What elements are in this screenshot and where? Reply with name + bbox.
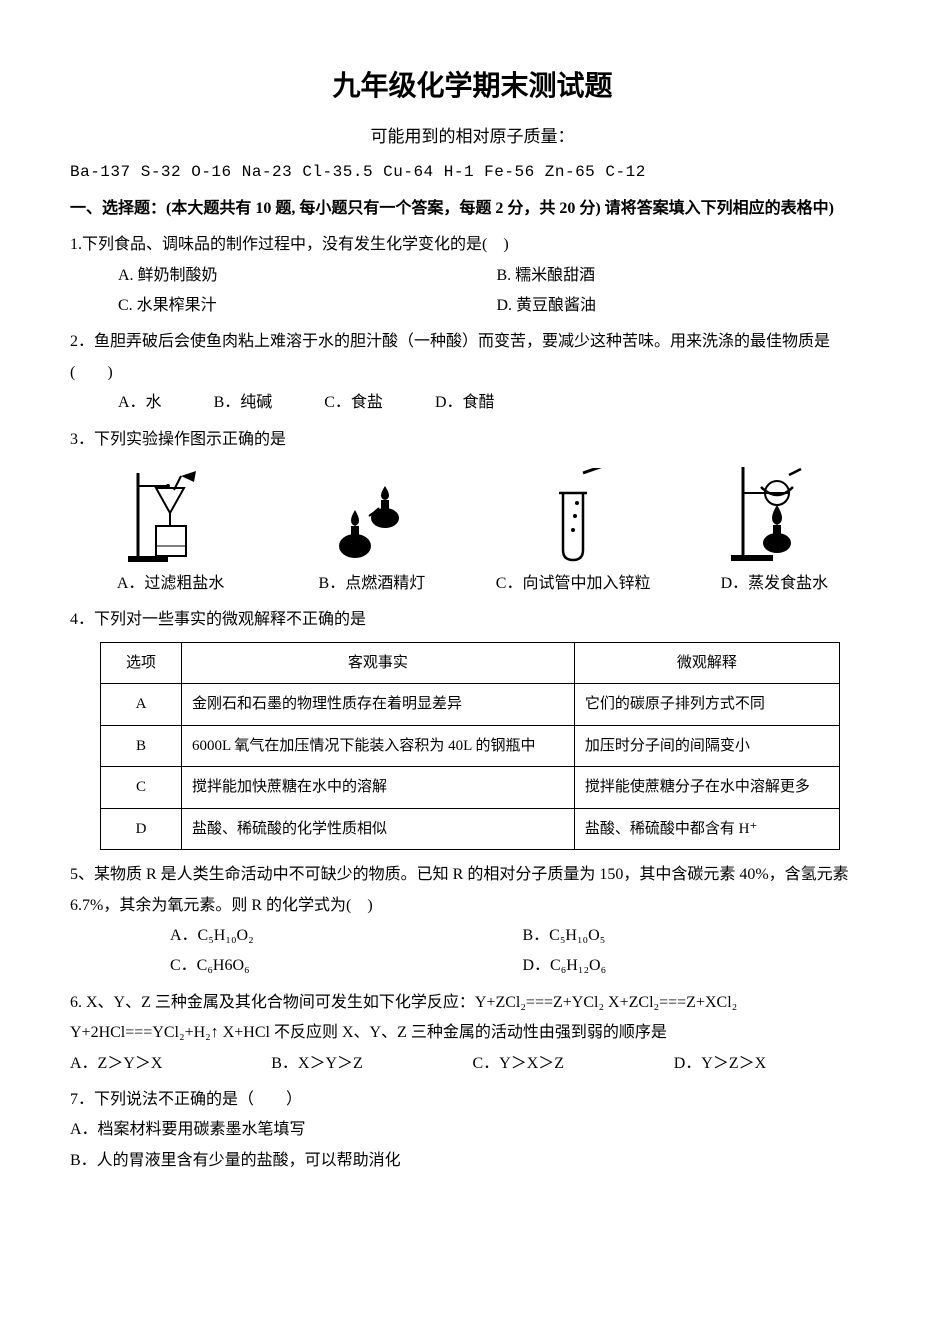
q6-option-b: B．X＞Y＞Z [271, 1049, 472, 1079]
atomic-masses: Ba-137 S-32 O-16 Na-23 Cl-35.5 Cu-64 H-1… [70, 157, 875, 187]
q3-image-c [523, 465, 623, 565]
q2-option-d: D．食醋 [435, 388, 495, 418]
q4-header-explain: 微观解释 [574, 642, 839, 684]
q7-option-a: A．档案材料要用碳素墨水笔填写 [70, 1115, 875, 1145]
q4-cell: 它们的碳原子排列方式不同 [574, 684, 839, 726]
q3-option-b: B．点燃酒精灯 [271, 569, 472, 599]
q2-stem: 2．鱼胆弄破后会使鱼肉粘上难溶于水的胆汁酸（一种酸）而变苦，要减少这种苦味。用来… [70, 327, 875, 388]
q3-images [70, 465, 875, 565]
q1-option-d: D. 黄豆酿酱油 [497, 291, 876, 321]
q3-option-c: C．向试管中加入锌粒 [473, 569, 674, 599]
q7-stem: 7．下列说法不正确的是（ ） [70, 1085, 875, 1115]
q3-stem: 3．下列实验操作图示正确的是 [70, 425, 875, 455]
question-6: 6. X、Y、Z 三种金属及其化合物间可发生如下化学反应：Y+ZCl₂===Z+… [70, 988, 875, 1079]
table-row: A 金刚石和石墨的物理性质存在着明显差异 它们的碳原子排列方式不同 [101, 684, 840, 726]
question-1: 1.下列食品、调味品的制作过程中，没有发生化学变化的是( ) A. 鲜奶制酸奶 … [70, 230, 875, 321]
q5-option-d: D．C₆H₁₂O₆ [523, 951, 876, 981]
q4-cell: 搅拌能使蔗糖分子在水中溶解更多 [574, 767, 839, 809]
question-2: 2．鱼胆弄破后会使鱼肉粘上难溶于水的胆汁酸（一种酸）而变苦，要减少这种苦味。用来… [70, 327, 875, 418]
q1-option-c: C. 水果榨果汁 [118, 291, 497, 321]
q5-option-c: C．C₆H6O₆ [170, 951, 523, 981]
table-row: C 搅拌能加快蔗糖在水中的溶解 搅拌能使蔗糖分子在水中溶解更多 [101, 767, 840, 809]
q4-header-fact: 客观事实 [182, 642, 575, 684]
q1-option-a: A. 鲜奶制酸奶 [118, 261, 497, 291]
q4-cell: 6000L 氧气在加压情况下能装入容积为 40L 的钢瓶中 [182, 725, 575, 767]
q6-option-c: C．Y＞X＞Z [473, 1049, 674, 1079]
q2-option-a: A．水 [118, 388, 162, 418]
q4-cell: 盐酸、稀硫酸中都含有 H⁺ [574, 808, 839, 850]
question-4: 4．下列对一些事实的微观解释不正确的是 选项 客观事实 微观解释 A 金刚石和石… [70, 605, 875, 850]
q3-option-d: D．蒸发食盐水 [674, 569, 875, 599]
q3-image-d [724, 465, 824, 565]
q4-cell: 加压时分子间的间隔变小 [574, 725, 839, 767]
q4-table: 选项 客观事实 微观解释 A 金刚石和石墨的物理性质存在着明显差异 它们的碳原子… [100, 642, 840, 851]
subtitle: 可能用到的相对原子质量： [70, 121, 875, 153]
q4-cell: 盐酸、稀硫酸的化学性质相似 [182, 808, 575, 850]
q5-option-a: A．C₅H₁₀O₂ [170, 921, 523, 951]
q2-option-c: C．食盐 [324, 388, 383, 418]
q4-cell: 搅拌能加快蔗糖在水中的溶解 [182, 767, 575, 809]
q4-stem: 4．下列对一些事实的微观解释不正确的是 [70, 605, 875, 635]
q3-option-a: A．过滤粗盐水 [70, 569, 271, 599]
table-row: B 6000L 氧气在加压情况下能装入容积为 40L 的钢瓶中 加压时分子间的间… [101, 725, 840, 767]
q5-stem: 5、某物质 R 是人类生命活动中不可缺少的物质。已知 R 的相对分子质量为 15… [70, 860, 875, 921]
q6-option-d: D．Y＞Z＞X [674, 1049, 875, 1079]
q3-image-b [322, 465, 422, 565]
q3-image-a [121, 465, 221, 565]
question-3: 3．下列实验操作图示正确的是 [70, 425, 875, 600]
q6-option-a: A．Z＞Y＞X [70, 1049, 271, 1079]
section-1-header: 一、选择题：(本大题共有 10 题, 每小题只有一个答案，每题 2 分，共 20… [70, 194, 875, 224]
q6-stem-line1: 6. X、Y、Z 三种金属及其化合物间可发生如下化学反应：Y+ZCl₂===Z+… [70, 988, 875, 1018]
q4-header-option: 选项 [101, 642, 182, 684]
table-row: D 盐酸、稀硫酸的化学性质相似 盐酸、稀硫酸中都含有 H⁺ [101, 808, 840, 850]
question-5: 5、某物质 R 是人类生命活动中不可缺少的物质。已知 R 的相对分子质量为 15… [70, 860, 875, 982]
question-7: 7．下列说法不正确的是（ ） A．档案材料要用碳素墨水笔填写 B．人的胃液里含有… [70, 1085, 875, 1176]
q2-option-b: B．纯碱 [214, 388, 273, 418]
q4-cell: C [101, 767, 182, 809]
q7-option-b: B．人的胃液里含有少量的盐酸，可以帮助消化 [70, 1146, 875, 1176]
page-title: 九年级化学期末测试题 [70, 60, 875, 113]
table-row: 选项 客观事实 微观解释 [101, 642, 840, 684]
q4-cell: 金刚石和石墨的物理性质存在着明显差异 [182, 684, 575, 726]
q6-stem-line2: Y+2HCl===YCl₂+H₂↑ X+HCl 不反应则 X、Y、Z 三种金属的… [70, 1018, 875, 1048]
q5-option-b: B．C₅H₁₀O₅ [523, 921, 876, 951]
q1-stem: 1.下列食品、调味品的制作过程中，没有发生化学变化的是( ) [70, 230, 875, 260]
q4-cell: B [101, 725, 182, 767]
q4-cell: A [101, 684, 182, 726]
q1-option-b: B. 糯米酿甜酒 [497, 261, 876, 291]
q4-cell: D [101, 808, 182, 850]
